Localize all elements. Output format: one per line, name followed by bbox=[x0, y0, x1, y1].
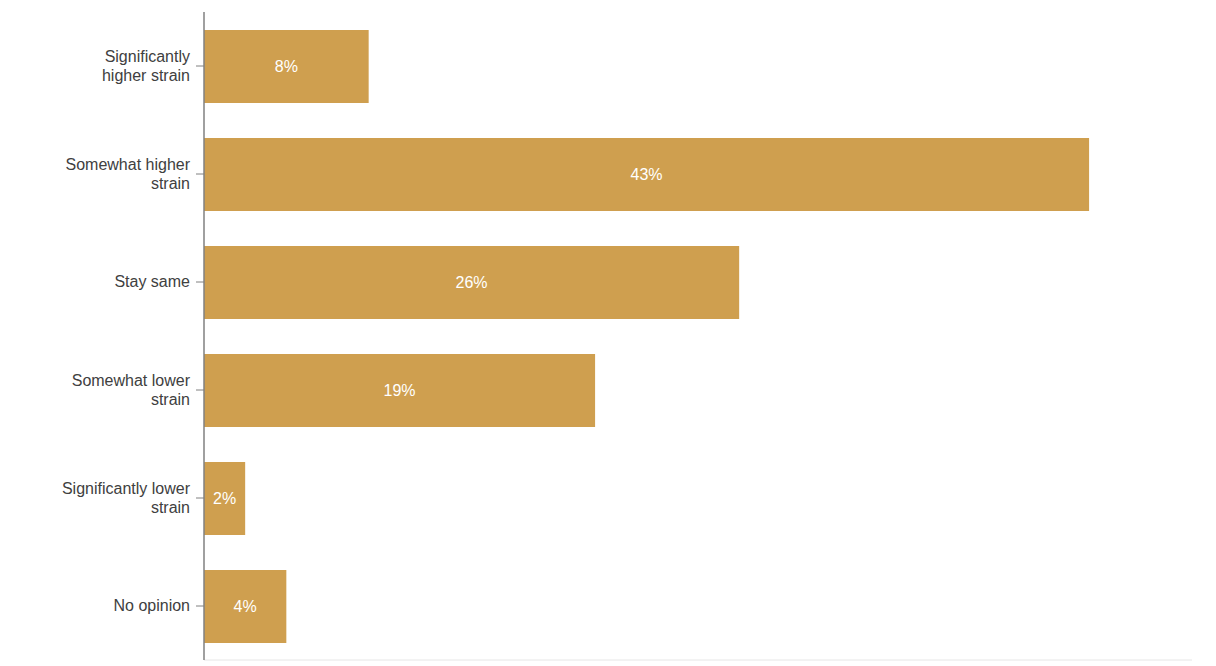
svg-text:43%: 43% bbox=[631, 166, 663, 183]
svg-text:No opinion: No opinion bbox=[114, 597, 191, 614]
svg-text:Somewhat higherstrain: Somewhat higherstrain bbox=[65, 156, 190, 192]
svg-text:26%: 26% bbox=[456, 274, 488, 291]
svg-text:2%: 2% bbox=[213, 490, 236, 507]
svg-text:Significantly lowerstrain: Significantly lowerstrain bbox=[62, 480, 191, 516]
svg-text:19%: 19% bbox=[384, 382, 416, 399]
svg-text:Stay same: Stay same bbox=[114, 273, 190, 290]
svg-text:Somewhat lowerstrain: Somewhat lowerstrain bbox=[72, 372, 191, 408]
svg-text:8%: 8% bbox=[275, 58, 298, 75]
svg-text:Significantlyhigher strain: Significantlyhigher strain bbox=[102, 48, 190, 84]
svg-text:4%: 4% bbox=[234, 598, 257, 615]
